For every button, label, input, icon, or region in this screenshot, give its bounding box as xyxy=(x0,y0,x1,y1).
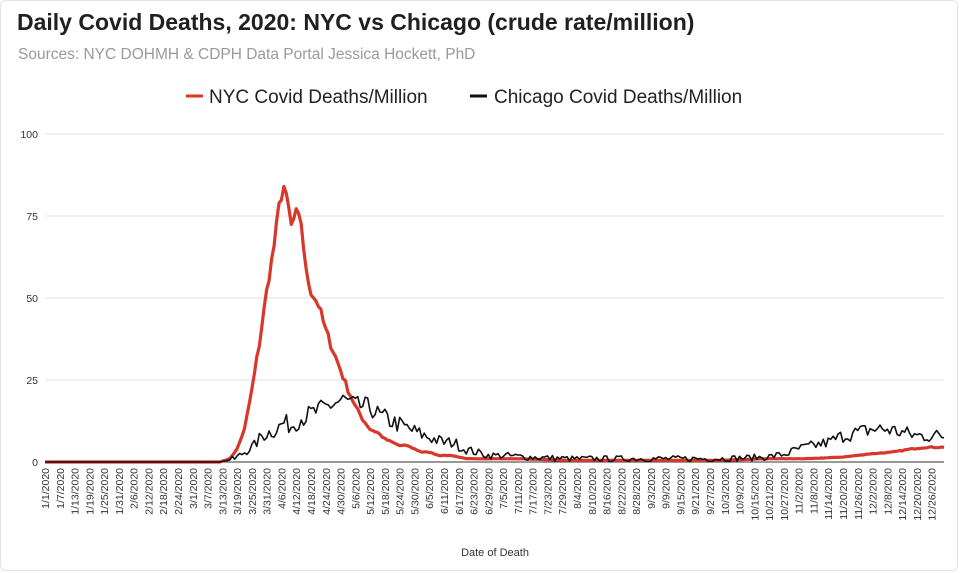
x-axis-ticks: 1/1/2020 1/7/2020 1/13/2020 1/19/2020 1/25/2… xyxy=(40,468,939,521)
gridlines xyxy=(45,133,944,463)
x-tick-label: 11/8/2020 xyxy=(808,468,820,514)
x-tick-label: 4/12/2020 xyxy=(291,468,303,515)
series-lines xyxy=(45,184,945,464)
x-tick-label: 2/24/2020 xyxy=(173,468,185,515)
x-tick-label: 8/28/2020 xyxy=(631,468,643,515)
x-tick-label: 10/9/2020 xyxy=(735,468,747,515)
x-tick-label: 3/1/2020 xyxy=(188,468,200,509)
x-tick-label: 8/10/2020 xyxy=(587,468,599,515)
x-tick-label: 1/19/2020 xyxy=(84,468,96,515)
x-tick-label: 6/5/2020 xyxy=(424,468,436,509)
x-tick-label: 3/31/2020 xyxy=(262,468,274,515)
x-tick-label: 8/4/2020 xyxy=(572,468,584,509)
y-tick-label: 100 xyxy=(20,129,38,141)
x-tick-label: 1/1/2020 xyxy=(40,468,52,509)
x-tick-label: 5/30/2020 xyxy=(409,468,421,515)
x-tick-label: 1/13/2020 xyxy=(70,468,82,515)
x-tick-label: 6/29/2020 xyxy=(483,468,495,515)
x-tick-label: 7/11/2020 xyxy=(513,468,525,514)
x-tick-label: 11/14/2020 xyxy=(823,468,835,520)
x-tick-label: 11/26/2020 xyxy=(853,468,865,520)
x-tick-label: 3/25/2020 xyxy=(247,468,259,515)
x-tick-label: 1/25/2020 xyxy=(99,468,111,515)
x-tick-label: 10/15/2020 xyxy=(749,468,761,521)
x-tick-label: 3/7/2020 xyxy=(203,468,215,509)
x-tick-label: 7/17/2020 xyxy=(528,468,540,515)
x-tick-label: 9/15/2020 xyxy=(675,468,687,515)
x-tick-label: 11/2/2020 xyxy=(794,468,806,514)
legend-label-chicago: Chicago Covid Deaths/Million xyxy=(494,87,742,108)
x-tick-label: 12/8/2020 xyxy=(882,468,894,515)
x-tick-label: 12/26/2020 xyxy=(927,468,939,521)
x-tick-label: 12/20/2020 xyxy=(912,468,924,521)
x-tick-label: 10/27/2020 xyxy=(779,468,791,521)
series-line-nyc xyxy=(45,184,945,464)
x-tick-label: 9/3/2020 xyxy=(646,468,658,509)
legend: NYC Covid Deaths/Million Chicago Covid D… xyxy=(186,87,742,108)
x-tick-label: 8/22/2020 xyxy=(616,468,628,515)
x-tick-label: 2/18/2020 xyxy=(158,468,170,515)
series-line-chicago xyxy=(45,394,945,463)
x-tick-label: 4/18/2020 xyxy=(306,468,318,515)
chart-subtitle: Sources: NYC DOHMH & CDPH Data Portal Je… xyxy=(18,46,476,63)
chart-title: Daily Covid Deaths, 2020: NYC vs Chicago… xyxy=(17,9,695,35)
x-tick-label: 6/11/2020 xyxy=(439,468,451,514)
x-tick-label: 12/2/2020 xyxy=(868,468,880,515)
x-tick-label: 2/12/2020 xyxy=(143,468,155,515)
y-tick-label: 75 xyxy=(26,211,38,223)
x-tick-label: 12/14/2020 xyxy=(897,468,909,521)
x-tick-label: 9/27/2020 xyxy=(705,468,717,515)
x-tick-label: 8/16/2020 xyxy=(602,468,614,515)
x-tick-label: 10/21/2020 xyxy=(764,468,776,521)
x-tick-label: 1/31/2020 xyxy=(114,468,126,515)
x-tick-label: 6/23/2020 xyxy=(469,468,481,515)
y-tick-label: 25 xyxy=(26,375,38,387)
x-tick-label: 7/29/2020 xyxy=(557,468,569,515)
x-tick-label: 6/17/2020 xyxy=(454,468,466,515)
y-axis-ticks: 0 25 50 75 100 xyxy=(20,129,38,469)
x-tick-label: 10/3/2020 xyxy=(720,468,732,515)
x-tick-label: 5/24/2020 xyxy=(395,468,407,515)
x-tick-label: 4/30/2020 xyxy=(336,468,348,515)
y-tick-label: 0 xyxy=(32,457,38,469)
x-tick-label: 2/6/2020 xyxy=(129,468,141,509)
x-tick-label: 1/7/2020 xyxy=(55,468,67,509)
x-tick-label: 7/23/2020 xyxy=(542,468,554,515)
x-tick-label: 5/18/2020 xyxy=(380,468,392,515)
x-tick-label: 9/21/2020 xyxy=(690,468,702,515)
legend-label-nyc: NYC Covid Deaths/Million xyxy=(209,87,428,108)
x-tick-label: 5/12/2020 xyxy=(365,468,377,515)
x-tick-label: 9/9/2020 xyxy=(661,468,673,509)
x-axis-title: Date of Death xyxy=(461,547,529,559)
x-tick-label: 7/5/2020 xyxy=(498,468,510,509)
x-tick-label: 5/6/2020 xyxy=(350,468,362,509)
y-tick-label: 50 xyxy=(26,293,38,305)
x-tick-label: 4/24/2020 xyxy=(321,468,333,515)
x-tick-label: 4/6/2020 xyxy=(276,468,288,509)
x-tick-label: 3/13/2020 xyxy=(217,468,229,515)
x-tick-label: 11/20/2020 xyxy=(838,468,850,520)
x-tick-label: 3/19/2020 xyxy=(232,468,244,515)
